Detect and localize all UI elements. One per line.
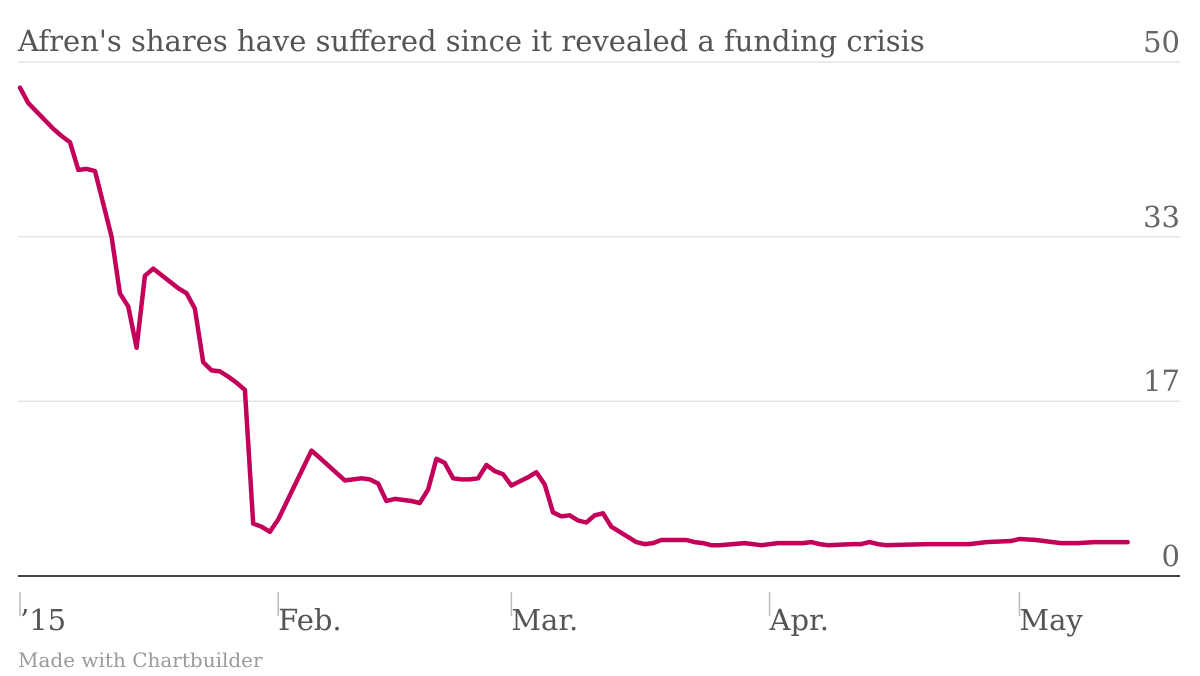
- y-tick-label: 50: [1143, 25, 1180, 59]
- y-tick-label: 17: [1143, 364, 1180, 398]
- x-tick-label: Apr.: [769, 603, 829, 637]
- series-line: [17, 85, 1130, 548]
- chart-credit: Made with Chartbuilder: [18, 648, 263, 672]
- gridlines: [18, 61, 1180, 402]
- x-tick-label: May: [1019, 603, 1083, 637]
- x-tick-label: Mar.: [511, 603, 578, 637]
- x-tick-label: Feb.: [278, 603, 341, 637]
- x-axis: ’15 Feb. Mar. Apr. May: [19, 592, 1083, 637]
- y-axis: 50 33 17 0: [1143, 25, 1180, 573]
- chart-title: Afren's shares have suffered since it re…: [17, 24, 925, 58]
- x-tick-label: ’15: [20, 603, 66, 637]
- y-tick-label: 33: [1143, 200, 1180, 234]
- y-tick-label: 0: [1162, 539, 1180, 573]
